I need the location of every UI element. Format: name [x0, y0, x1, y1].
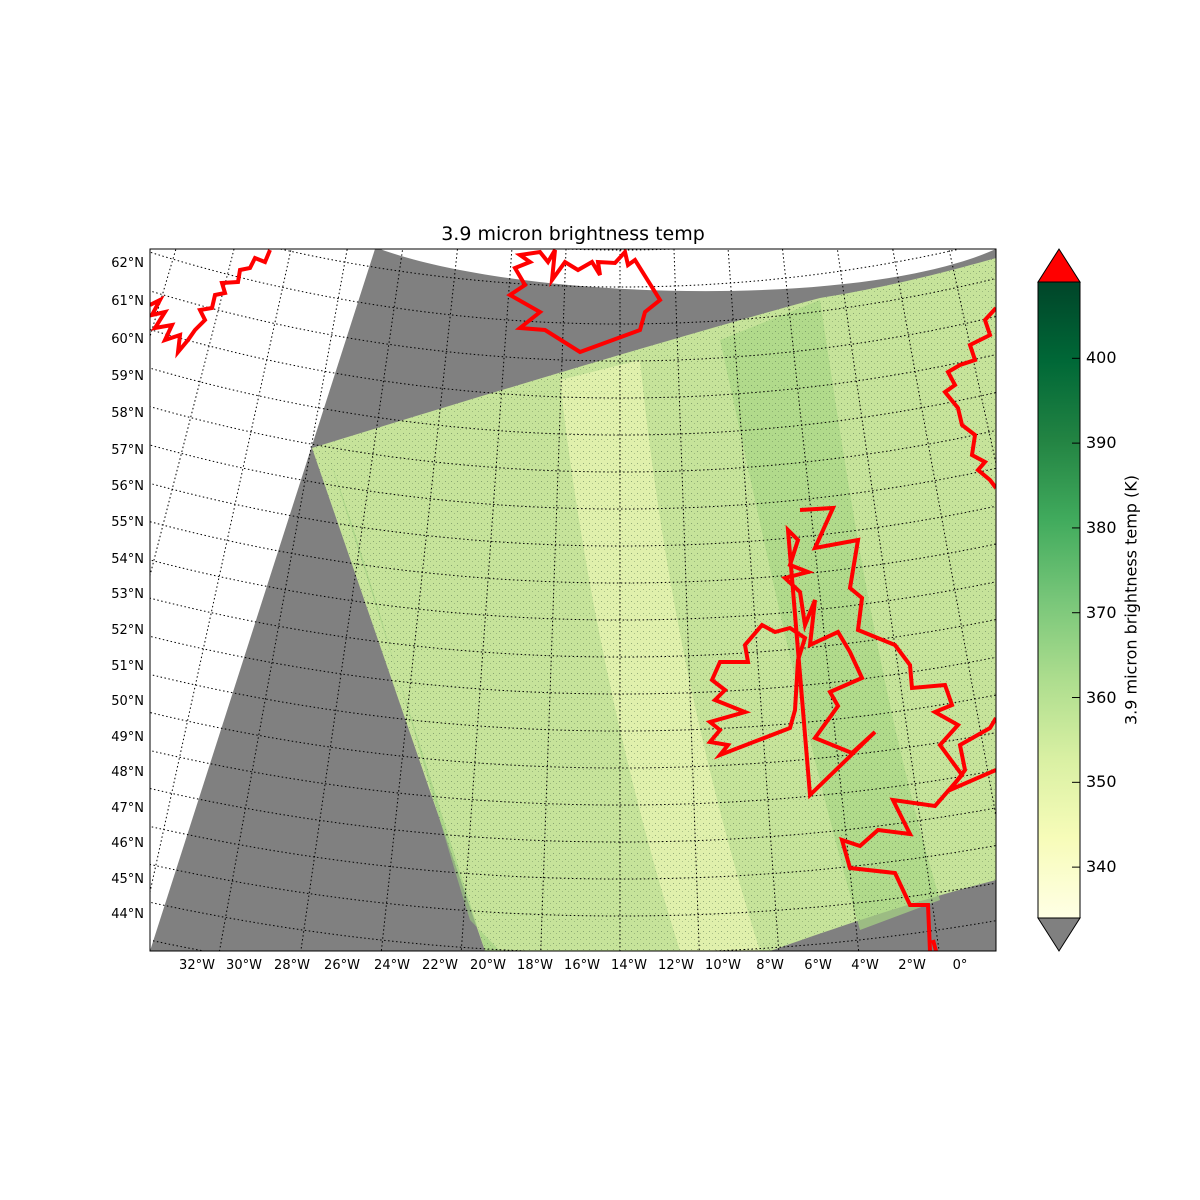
lat-label: 51°N [111, 659, 144, 674]
lon-label: 8°W [756, 958, 784, 973]
colorbar-under-triangle [1037, 917, 1081, 952]
lon-label: 20°W [470, 958, 506, 973]
lat-label: 46°N [111, 836, 144, 851]
coastline-ireland [705, 622, 808, 760]
lat-label: 62°N [111, 256, 144, 271]
lat-label: 54°N [111, 552, 144, 567]
lon-label: 24°W [374, 958, 410, 973]
colorbar-tick-label: 360 [1086, 687, 1117, 707]
coastline-france [943, 716, 996, 795]
lon-label: 18°W [517, 958, 553, 973]
lon-label: 26°W [324, 958, 360, 973]
colorbar-tick-label: 400 [1086, 348, 1117, 368]
colorbar-tick-label: 350 [1086, 772, 1117, 792]
lon-label: 16°W [564, 958, 600, 973]
coastline-iceland [506, 249, 663, 355]
lat-label: 52°N [111, 623, 144, 638]
colorbar-label: 3.9 micron brightness temp (K) [1121, 474, 1141, 726]
lon-label: 12°W [658, 958, 694, 973]
meridian-line [0, 42, 80, 1057]
lat-label: 53°N [111, 587, 144, 602]
lon-label: 6°W [804, 958, 832, 973]
lat-label: 50°N [111, 694, 144, 709]
chart-title: 3.9 micron brightness temp [441, 223, 705, 245]
map-frame [149, 248, 997, 952]
lat-label: 56°N [111, 479, 144, 494]
colorbar-tick-label: 380 [1086, 517, 1117, 537]
lat-label: 55°N [111, 515, 144, 530]
lat-label: 61°N [111, 294, 144, 309]
colorbar-body [1037, 281, 1081, 919]
coastlines [150, 249, 996, 951]
meridian-line [0, 60, 127, 1089]
lon-label: 10°W [705, 958, 741, 973]
lon-label: 14°W [611, 958, 647, 973]
colorbar-tick-label: 340 [1086, 857, 1117, 877]
lon-label: 2°W [898, 958, 926, 973]
lon-label: 32°W [179, 958, 215, 973]
parallel-line [554, 249, 686, 251]
lon-label: 30°W [226, 958, 262, 973]
coastline-great-britain [780, 505, 965, 951]
parallel-line [150, 406, 996, 473]
projection-boundary [380, 249, 996, 292]
lon-label: 22°W [422, 958, 458, 973]
lat-label: 49°N [111, 730, 144, 745]
lat-label: 44°N [111, 907, 144, 922]
colorbar-tick-label: 370 [1086, 602, 1117, 622]
meridian-line [969, 106, 1200, 1171]
lon-label: 4°W [851, 958, 879, 973]
colorbar-tick-label: 390 [1086, 433, 1117, 453]
coastline-greenland [150, 249, 272, 359]
colorbar [1037, 248, 1081, 952]
lat-label: 45°N [111, 872, 144, 887]
lat-label: 57°N [111, 443, 144, 458]
lat-label: 58°N [111, 406, 144, 421]
lat-label: 48°N [111, 765, 144, 780]
lat-label: 60°N [111, 332, 144, 347]
lon-label: 0° [952, 958, 968, 973]
coastline-norway [942, 306, 996, 490]
lat-label: 47°N [111, 801, 144, 816]
lon-label: 28°W [274, 958, 310, 973]
colorbar-over-triangle [1037, 248, 1081, 283]
colorbar-ticks [1072, 357, 1080, 868]
meridian-line [1160, 42, 1200, 1057]
parallel-line [150, 251, 996, 325]
lat-label: 59°N [111, 369, 144, 384]
parallel-line [150, 559, 996, 621]
meridian-line [0, 21, 34, 1020]
